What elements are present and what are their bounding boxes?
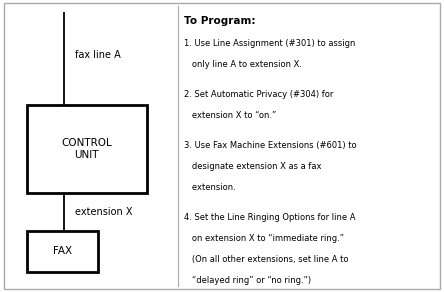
Text: only line A to extension X.: only line A to extension X.: [184, 60, 302, 69]
Bar: [27, 105, 147, 193]
Text: FAX: FAX: [52, 246, 72, 256]
Text: on extension X to “immediate ring.”: on extension X to “immediate ring.”: [184, 234, 344, 243]
Text: extension X: extension X: [75, 207, 133, 217]
Bar: [27, 231, 98, 272]
Text: CONTROL
UNIT: CONTROL UNIT: [61, 138, 112, 160]
Text: 3. Use Fax Machine Extensions (#601) to: 3. Use Fax Machine Extensions (#601) to: [184, 141, 357, 150]
Text: 2. Set Automatic Privacy (#304) for: 2. Set Automatic Privacy (#304) for: [184, 90, 333, 99]
Text: “delayed ring” or “no ring.”): “delayed ring” or “no ring.”): [184, 276, 311, 285]
Text: (On all other extensions, set line A to: (On all other extensions, set line A to: [184, 255, 349, 264]
Text: To Program:: To Program:: [184, 16, 256, 26]
Text: fax line A: fax line A: [75, 51, 121, 60]
Text: 1. Use Line Assignment (#301) to assign: 1. Use Line Assignment (#301) to assign: [184, 39, 356, 48]
Text: 4. Set the Line Ringing Options for line A: 4. Set the Line Ringing Options for line…: [184, 213, 356, 222]
Text: extension.: extension.: [184, 183, 236, 192]
Text: designate extension X as a fax: designate extension X as a fax: [184, 162, 322, 171]
Text: extension X to “on.”: extension X to “on.”: [184, 111, 277, 120]
